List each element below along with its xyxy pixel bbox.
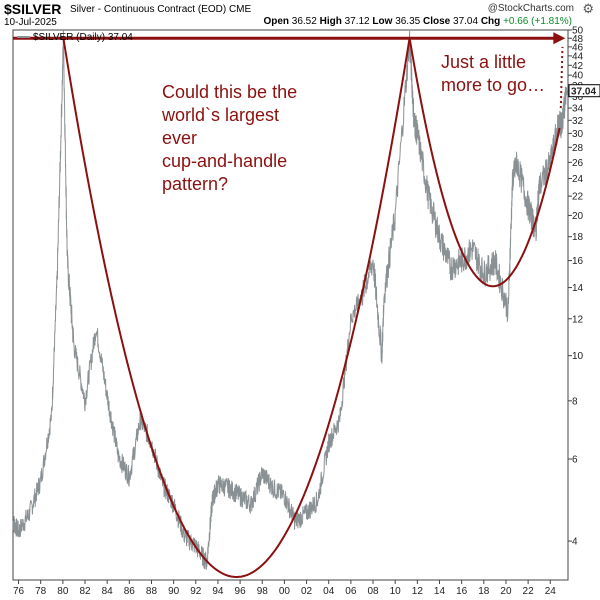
x-tick-label: 08 (367, 586, 379, 597)
y-tick-label: 28 (572, 143, 584, 154)
price-line (12, 29, 568, 570)
x-tick-label: 24 (545, 586, 557, 597)
plot-frame (12, 29, 569, 581)
annotation-cup-line: pattern? (162, 174, 228, 194)
x-tick-label: 18 (478, 586, 490, 597)
x-tick-label: 22 (523, 586, 535, 597)
annotation-target-line: Just a little (441, 52, 526, 72)
handle-curve (408, 38, 561, 288)
chg-label: Chg (480, 16, 501, 27)
high-value: 37.12 (344, 16, 370, 27)
x-tick-label: 88 (146, 586, 158, 597)
open-value: 36.52 (291, 16, 317, 27)
chart-subtitle: Silver - Continuous Contract (EOD) CME (70, 4, 251, 15)
annotation-cup-line: cup-and-handle (162, 151, 287, 171)
low-label: Low (372, 16, 393, 27)
y-tick-label: 12 (572, 314, 584, 325)
annotation-cup-line: Could this be the (162, 82, 297, 102)
last-value-label: 37.04 (571, 87, 596, 98)
low-value: 36.35 (395, 16, 421, 27)
price-series (12, 29, 568, 570)
x-tick-label: 78 (35, 586, 47, 597)
x-tick-label: 82 (79, 586, 91, 597)
x-tick-label: 10 (390, 586, 402, 597)
y-tick-label: 18 (572, 232, 584, 243)
annotations: Could this be the world`s largest ever cup-… (161, 52, 545, 194)
chart-date: 10-Jul-2025 (4, 17, 57, 28)
x-tick-label: 12 (412, 586, 424, 597)
x-axis: 76 78 80 82 84 86 88 90 92 94 96 98 00 02 04 06 08 10 12 14… (13, 580, 556, 597)
x-tick-label: 84 (102, 586, 114, 597)
y-tick-label: 16 (572, 256, 584, 267)
x-tick-label: 06 (345, 586, 357, 597)
x-tick-label: 02 (301, 586, 313, 597)
y-tick-label: 40 (572, 71, 584, 82)
reference-line (13, 32, 566, 45)
gear-icon[interactable]: ⚙ (582, 1, 594, 16)
x-tick-label: 92 (190, 586, 202, 597)
last-value-box (568, 84, 600, 98)
y-tick-label: 50 (572, 26, 584, 37)
close-label: Close (423, 16, 451, 27)
y-tick-label: 48 (572, 34, 584, 45)
cup-curve (62, 38, 411, 578)
x-tick-label: 96 (235, 586, 247, 597)
y-tick-label: 20 (572, 211, 584, 222)
high-label: High (319, 16, 342, 27)
x-tick-label: 76 (13, 586, 25, 597)
y-tick-label: 30 (572, 129, 584, 140)
annotation-cup-line: ever (162, 128, 197, 148)
y-tick-label: 36 (572, 92, 584, 103)
x-tick-label: 90 (168, 586, 180, 597)
x-tick-label: 94 (212, 586, 224, 597)
y-tick-label: 14 (572, 283, 584, 294)
stockcharts-logo[interactable]: @StockCharts.com (487, 3, 574, 14)
y-tick-label: 10 (572, 351, 584, 362)
x-tick-label: 00 (279, 586, 291, 597)
contract-name: Silver - Continuous Contract (EOD) (70, 4, 227, 15)
x-tick-label: 86 (124, 586, 136, 597)
ticker-symbol: $SILVER (4, 1, 62, 17)
open-label: Open (263, 16, 289, 27)
close-value: 37.04 (453, 16, 479, 27)
y-tick-label: 24 (572, 174, 584, 185)
legend-label: $SILVER (Daily) 37.04 (33, 32, 133, 43)
x-tick-label: 98 (257, 586, 269, 597)
exchange-name: CME (228, 4, 252, 15)
y-tick-label: 8 (572, 396, 578, 407)
y-tick-label: 46 (572, 42, 584, 53)
arrow-head (553, 32, 566, 45)
ohlc-readout: Open 36.52 High 37.12 Low 36.35 Close 37… (263, 16, 572, 27)
y-tick-label: 32 (572, 116, 584, 127)
y-axis: 4681012141618202224262830323436384042444… (568, 26, 600, 548)
annotation-target-line: more to go… (441, 75, 545, 95)
x-tick-label: 16 (456, 586, 468, 597)
y-tick-label: 6 (572, 455, 578, 466)
chg-value: +0.66 (+1.81%) (503, 16, 572, 27)
legend: $SILVER (Daily) 37.04 (17, 32, 133, 43)
x-tick-label: 04 (323, 586, 335, 597)
y-tick-label: 44 (572, 51, 584, 62)
y-tick-label: 4 (572, 537, 578, 548)
y-tick-label: 34 (572, 104, 584, 115)
annotation-cup-line: world`s largest (161, 105, 279, 125)
x-tick-label: 80 (57, 586, 69, 597)
cup-curves (62, 38, 564, 578)
y-tick-label: 42 (572, 61, 584, 72)
x-tick-label: 20 (500, 586, 512, 597)
y-tick-label: 22 (572, 192, 584, 203)
x-tick-label: 14 (434, 586, 446, 597)
target-dotted-line (559, 46, 564, 109)
y-tick-label: 26 (572, 158, 584, 169)
